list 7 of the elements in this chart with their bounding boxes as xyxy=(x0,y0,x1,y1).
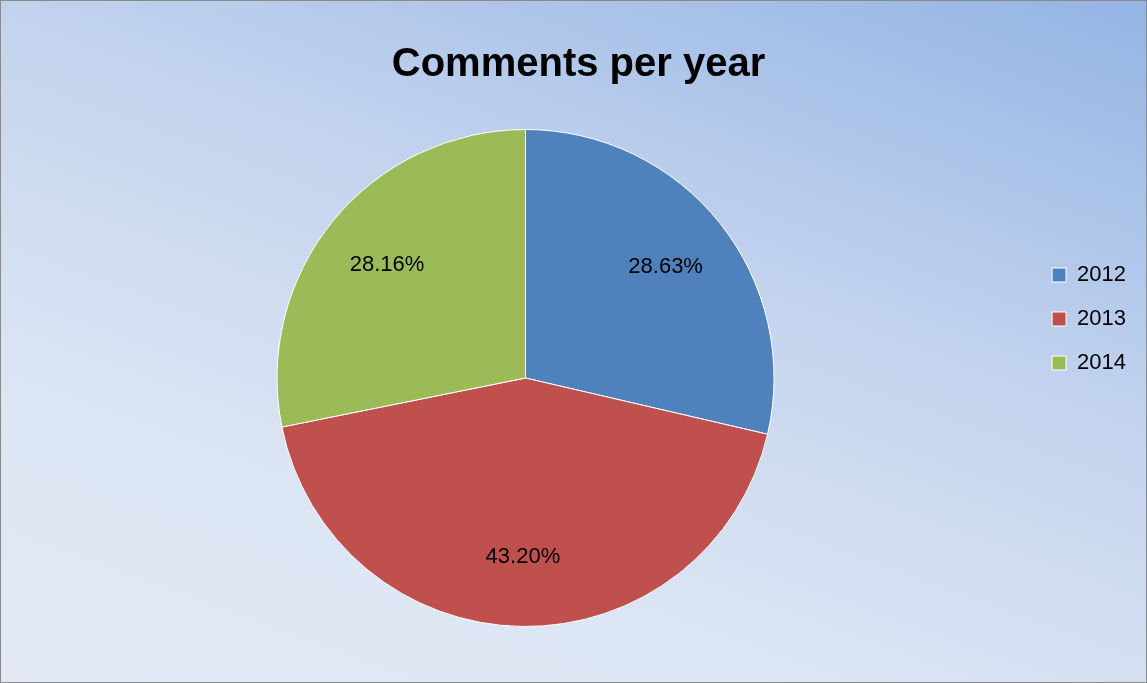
legend-label: 2014 xyxy=(1077,349,1127,375)
data-label: 43.20% xyxy=(485,542,561,568)
legend-label: 2013 xyxy=(1077,305,1127,331)
data-label: 28.63% xyxy=(628,252,703,278)
chart-title: Comments per year xyxy=(391,40,766,85)
legend-label: 2012 xyxy=(1077,261,1127,287)
data-label: 28.16% xyxy=(349,250,425,276)
